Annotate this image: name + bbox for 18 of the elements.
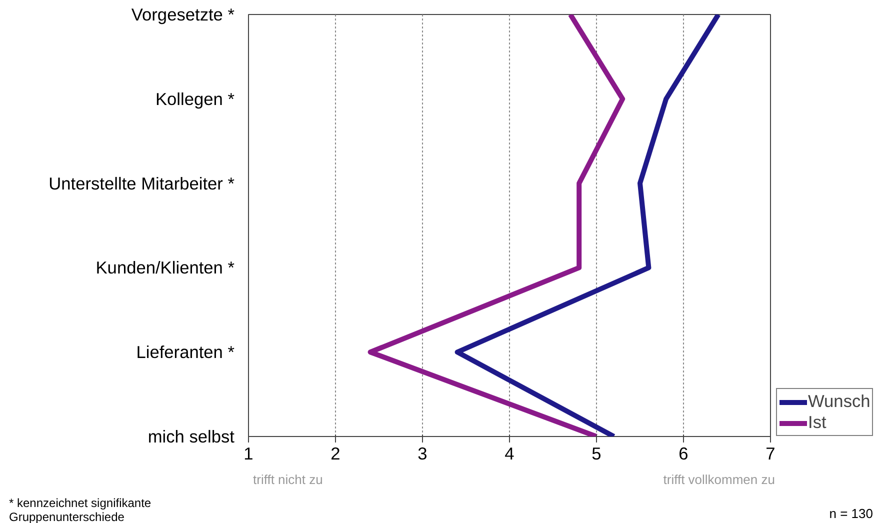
- legend-label: Ist: [808, 412, 828, 433]
- x-tick-label: 2: [330, 444, 340, 464]
- y-tick-label: mich selbst: [148, 426, 235, 446]
- y-tick-label: Kunden/Klienten *: [96, 258, 235, 278]
- y-tick-label: Lieferanten *: [136, 342, 235, 362]
- y-tick-label: Kollegen *: [156, 88, 235, 109]
- text: trifft vollkommen zu: [663, 471, 775, 489]
- y-tick-label: Vorgesetzte *: [131, 4, 235, 24]
- y-tick-label: Unterstellte Mitarbeiter *: [48, 173, 235, 194]
- legend-label: Wunsch: [808, 391, 870, 412]
- x-tick-label: 5: [592, 444, 602, 464]
- x-tick-label: 1: [244, 444, 254, 464]
- x-tick-label: 7: [766, 444, 776, 464]
- text: trifft nicht zu: [253, 471, 323, 489]
- x-tick-label: 4: [504, 444, 515, 464]
- text: n = 130: [829, 505, 873, 523]
- x-tick-label: 3: [418, 444, 428, 464]
- x-tick-label: 6: [678, 444, 688, 464]
